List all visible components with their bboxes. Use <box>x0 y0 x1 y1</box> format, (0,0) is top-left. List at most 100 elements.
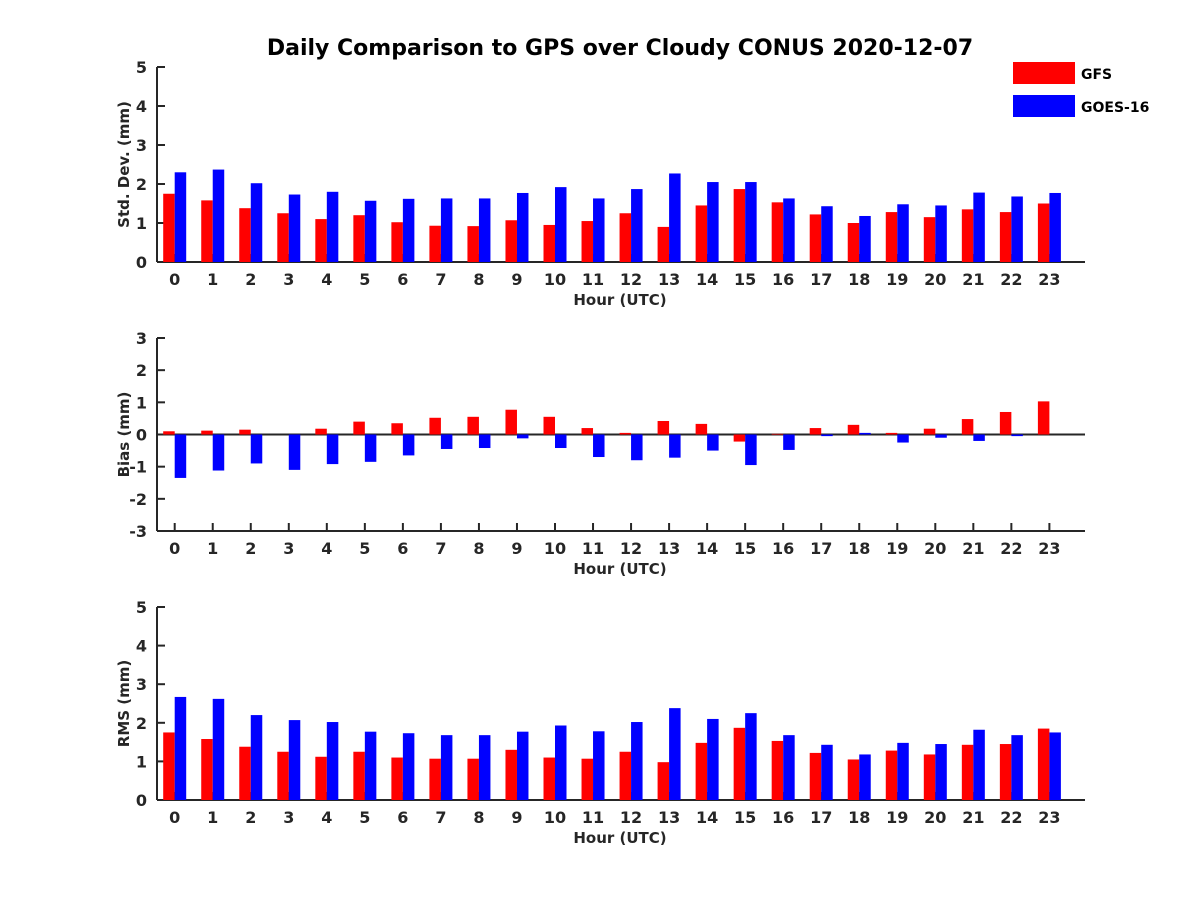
rms-x-tick-label: 14 <box>696 808 718 827</box>
stddev-goes16-bar <box>859 215 871 262</box>
stddev-x-tick-label: 21 <box>962 270 984 289</box>
stddev-goes16-bar <box>478 198 491 262</box>
stddev-gfs-bar <box>847 223 860 262</box>
bias-x-tick-label: 0 <box>169 539 180 558</box>
stddev-goes16-bar <box>364 200 377 262</box>
bias-x-tick-label: 20 <box>924 539 946 558</box>
rms-goes16-bar <box>973 729 985 800</box>
stddev-goes16-bar <box>935 205 947 262</box>
rms-goes16-bar <box>1049 732 1061 800</box>
stddev-x-tick-label: 9 <box>511 270 522 289</box>
rms-x-tick-label: 7 <box>435 808 446 827</box>
rms-gfs-bar <box>277 751 289 800</box>
stddev-gfs-bar <box>429 225 441 262</box>
bias-goes16-bar <box>478 434 491 449</box>
rms-y-tick-label: 3 <box>136 675 147 694</box>
stddev-x-tick-label: 19 <box>886 270 908 289</box>
rms-x-tick-label: 17 <box>810 808 832 827</box>
stddev-gfs-bar <box>505 220 517 262</box>
rms-gfs-bar <box>239 746 251 800</box>
bias-x-tick-label: 2 <box>245 539 256 558</box>
rms-x-tick-label: 16 <box>772 808 794 827</box>
stddev-goes16-bar <box>669 173 681 262</box>
rms-gfs-bar <box>885 750 898 800</box>
stddev-y-axis-label: Std. Dev. (mm) <box>115 101 133 228</box>
stddev-x-tick-label: 14 <box>696 270 718 289</box>
stddev-goes16-bar <box>212 169 225 262</box>
bias-goes16-bar <box>364 434 377 462</box>
bias-gfs-bar <box>999 411 1012 435</box>
rms-gfs-bar <box>163 732 175 800</box>
bias-y-tick-label: 1 <box>136 393 147 412</box>
bias-x-tick-label: 23 <box>1038 539 1060 558</box>
rms-gfs-bar <box>809 752 822 800</box>
rms-gfs-bar <box>391 757 403 800</box>
rms-goes16-bar <box>631 722 643 800</box>
bias-x-tick-label: 8 <box>473 539 484 558</box>
stddev-x-tick-label: 10 <box>544 270 566 289</box>
rms-goes16-bar <box>859 754 871 800</box>
stddev-gfs-bar <box>1037 203 1050 262</box>
rms-gfs-bar <box>923 754 936 800</box>
rms-goes16-bar <box>288 720 301 800</box>
rms-y-tick-label: 1 <box>136 752 147 771</box>
bias-x-tick-label: 17 <box>810 539 832 558</box>
bias-x-tick-label: 12 <box>620 539 642 558</box>
bias-goes16-bar <box>326 434 339 465</box>
rms-gfs-bar <box>695 742 708 800</box>
bias-x-tick-label: 5 <box>359 539 370 558</box>
stddev-x-tick-label: 18 <box>848 270 870 289</box>
rms-y-axis-label: RMS (mm) <box>115 660 133 747</box>
bias-goes16-bar <box>288 434 301 470</box>
bias-gfs-bar <box>885 432 898 435</box>
stddev-gfs-bar <box>961 209 974 262</box>
rms-gfs-bar <box>543 757 555 800</box>
stddev-goes16-bar <box>783 198 795 262</box>
rms-x-tick-label: 0 <box>169 808 180 827</box>
rms-gfs-bar <box>353 751 365 800</box>
rms-goes16-bar <box>326 722 339 800</box>
bias-goes16-bar <box>440 434 453 449</box>
stddev-x-tick-label: 1 <box>207 270 218 289</box>
rms-goes16-bar <box>440 735 453 800</box>
rms-goes16-bar <box>669 708 681 800</box>
rms-gfs-bar <box>619 751 632 800</box>
rms-x-tick-label: 18 <box>848 808 870 827</box>
bias-gfs-bar <box>581 428 594 435</box>
bias-goes16-bar <box>402 434 415 456</box>
stddev-goes16-bar <box>1049 192 1061 262</box>
bias-gfs-bar <box>961 419 974 435</box>
stddev-goes16-bar <box>402 198 415 262</box>
bias-x-tick-label: 16 <box>772 539 794 558</box>
chart-title: Daily Comparison to GPS over Cloudy CONU… <box>267 36 973 61</box>
rms-goes16-bar <box>593 731 605 800</box>
bias-gfs-bar <box>771 433 784 435</box>
bias-gfs-bar <box>163 431 175 435</box>
stddev-gfs-bar <box>277 213 289 262</box>
bias-x-tick-label: 10 <box>544 539 566 558</box>
rms-goes16-bar <box>555 725 567 800</box>
stddev-gfs-bar <box>315 219 327 262</box>
rms-gfs-bar <box>467 758 479 800</box>
stddev-y-tick-label: 3 <box>136 136 147 155</box>
stddev-x-tick-label: 8 <box>473 270 484 289</box>
rms-goes16-bar <box>745 713 757 800</box>
bias-x-tick-label: 11 <box>582 539 604 558</box>
bias-gfs-bar <box>809 428 822 435</box>
stddev-goes16-bar <box>821 206 833 262</box>
rms-x-tick-label: 22 <box>1000 808 1022 827</box>
bias-goes16-bar <box>1011 434 1023 437</box>
stddev-goes16-bar <box>555 187 567 262</box>
stddev-x-tick-label: 13 <box>658 270 680 289</box>
rms-y-tick-label: 4 <box>136 637 147 656</box>
stddev-goes16-bar <box>326 191 339 262</box>
rms-gfs-bar <box>999 744 1012 800</box>
bias-goes16-bar <box>669 434 681 458</box>
stddev-goes16-bar <box>440 198 453 262</box>
rms-x-tick-label: 20 <box>924 808 946 827</box>
rms-gfs-bar <box>961 744 974 800</box>
bias-goes16-bar <box>555 434 567 449</box>
stddev-x-tick-label: 2 <box>245 270 256 289</box>
stddev-goes16-bar <box>250 183 263 262</box>
